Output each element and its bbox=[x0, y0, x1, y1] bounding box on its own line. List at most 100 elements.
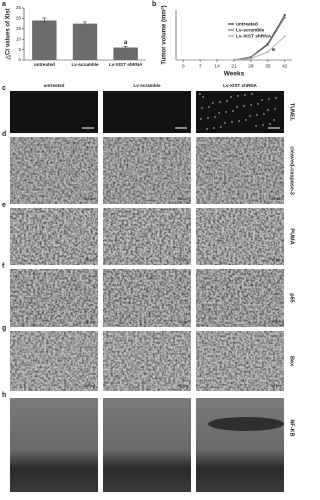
legend-label: Lv-XIST shRNA bbox=[236, 33, 272, 39]
tunel-dot bbox=[263, 113, 265, 115]
scale-bar-label: 50 μm bbox=[178, 320, 188, 324]
y-axis-label: Tumor volume (mm³) bbox=[161, 5, 168, 64]
tunel-dot bbox=[231, 121, 233, 123]
x-tick-label: untreated bbox=[34, 62, 55, 67]
y-tick-label: 5 bbox=[18, 47, 21, 52]
tunel-dot bbox=[220, 126, 222, 128]
tunel-dot bbox=[208, 106, 210, 108]
micrograph: 50 μm bbox=[103, 331, 191, 391]
bar bbox=[113, 47, 138, 60]
tunel-dot bbox=[268, 98, 270, 100]
annotation: a bbox=[272, 47, 276, 53]
x-tick-label: 0 bbox=[182, 63, 185, 69]
micrograph bbox=[10, 91, 98, 133]
marker-label: PUMA bbox=[289, 228, 295, 244]
gel-lane bbox=[196, 398, 284, 492]
tunel-dot bbox=[255, 125, 257, 127]
marker-label: NF-KB bbox=[289, 419, 295, 436]
tunel-dot bbox=[257, 103, 259, 105]
annotation: a bbox=[124, 40, 128, 46]
micrograph bbox=[103, 398, 191, 492]
tunel-dot bbox=[262, 124, 264, 126]
tunel-dot bbox=[232, 110, 234, 112]
scale-bar-label: 50 μm bbox=[271, 258, 281, 262]
y-axis-label: △Ct values of Xist bbox=[5, 8, 12, 60]
point bbox=[216, 59, 219, 61]
image-base bbox=[10, 91, 98, 133]
tunel-dot bbox=[261, 99, 263, 101]
image-base bbox=[196, 91, 284, 133]
panel-letter: d bbox=[2, 131, 6, 138]
scale-bar-label: 50 μm bbox=[85, 258, 95, 262]
gel-lane bbox=[103, 398, 191, 492]
bar bbox=[72, 23, 98, 61]
tunel-dot bbox=[250, 104, 252, 106]
point bbox=[283, 16, 286, 19]
column-header: Lv-XIST shRNA bbox=[223, 83, 257, 88]
tunel-dot bbox=[273, 119, 275, 121]
tunel-dot bbox=[230, 96, 232, 98]
micrograph bbox=[10, 398, 98, 492]
tunel-dot bbox=[207, 117, 209, 119]
panel-letter: c bbox=[2, 85, 6, 92]
x-tick-label: 14 bbox=[214, 63, 220, 69]
tunel-dot bbox=[202, 96, 204, 98]
marker-label: Bax bbox=[289, 356, 295, 367]
tunel-dot bbox=[274, 108, 276, 110]
image-texture bbox=[103, 137, 191, 204]
image-texture bbox=[103, 269, 191, 327]
tunel-dot bbox=[206, 128, 208, 130]
tunel-dot bbox=[219, 101, 221, 103]
y-tick-label: 0 bbox=[18, 57, 21, 62]
x-tick-label: 42 bbox=[282, 63, 288, 69]
point bbox=[283, 35, 286, 38]
panel-letter: g bbox=[2, 325, 6, 332]
micrograph: 50 μm bbox=[10, 137, 98, 204]
tunel-dot bbox=[201, 107, 203, 109]
scale-bar-label: 50 μm bbox=[85, 384, 95, 388]
tunel-dot bbox=[199, 93, 201, 95]
series-line bbox=[183, 35, 286, 61]
micrograph: 50 μm bbox=[10, 269, 98, 327]
scale-bar-label: 50 μm bbox=[271, 384, 281, 388]
legend-label: Lv-scramble bbox=[236, 27, 265, 33]
micrograph: 50 μm bbox=[196, 137, 284, 204]
x-tick-label: Lv-scramble bbox=[71, 62, 99, 67]
scale-bar-label: 50 μm bbox=[178, 258, 188, 262]
marker-label: cleaved-caspase-3 bbox=[289, 146, 295, 195]
micrograph: 50 μm bbox=[196, 269, 284, 327]
tunel-dot bbox=[212, 102, 214, 104]
micrograph bbox=[103, 91, 191, 133]
y-tick-label: 20 bbox=[16, 16, 22, 21]
point bbox=[266, 44, 269, 46]
scale-bar-label: 50 μm bbox=[178, 384, 188, 388]
point bbox=[182, 59, 185, 61]
y-tick-label: 25 bbox=[16, 5, 22, 10]
x-tick-label: 7 bbox=[199, 63, 202, 69]
tunel-dot bbox=[218, 112, 220, 114]
marker-label: p65 bbox=[289, 293, 295, 302]
tunel-dot bbox=[251, 93, 253, 95]
panel-letter: a bbox=[2, 1, 6, 8]
micrograph: 50 μm bbox=[10, 208, 98, 265]
point bbox=[266, 50, 269, 53]
tunel-dot bbox=[267, 109, 269, 111]
image-texture bbox=[196, 269, 284, 327]
x-tick-label: Lv-XIST shRNA bbox=[109, 62, 143, 67]
scale-bar-label: 50 μm bbox=[271, 320, 281, 324]
panel-letter: e bbox=[2, 202, 6, 209]
tunel-dot bbox=[275, 97, 277, 99]
image-texture bbox=[103, 331, 191, 391]
tunel-dot bbox=[249, 115, 251, 117]
point bbox=[249, 57, 252, 60]
tunel-dot bbox=[245, 119, 247, 121]
tunel-dot bbox=[236, 106, 238, 108]
tunel-dot bbox=[213, 127, 215, 129]
tunel-dot bbox=[224, 122, 226, 124]
scale-bar-label: 50 μm bbox=[271, 197, 281, 201]
micrograph: 50 μm bbox=[103, 269, 191, 327]
image-texture bbox=[103, 208, 191, 265]
tunel-dot bbox=[238, 120, 240, 122]
tunel-dot bbox=[243, 105, 245, 107]
